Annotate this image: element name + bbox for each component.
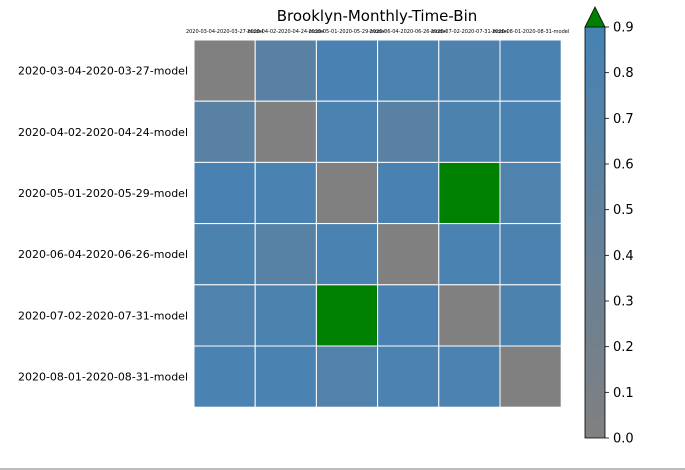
heatmap-cell — [377, 100, 440, 163]
chart-title: Brooklyn-Monthly-Time-Bin — [277, 7, 478, 25]
heatmap-cell — [499, 100, 562, 163]
colorbar: 0.0 0.1 0.2 0.3 0.4 0.5 0.6 0.7 0.8 0.9 — [584, 6, 634, 447]
heatmap-cell — [499, 345, 562, 408]
column-label: 2020-06-04-2020-06-26-model — [370, 29, 447, 35]
row-label: 2020-08-01-2020-08-31-model — [18, 371, 188, 384]
colorbar-tick-label: 0.1 — [613, 386, 634, 401]
colorbar-tick-label: 0.4 — [613, 249, 634, 264]
heatmap-cell — [254, 345, 317, 408]
heatmap-cell — [254, 161, 317, 225]
heatmap-cell — [499, 39, 562, 102]
column-label: 2020-07-02-2020-07-31-model — [431, 29, 508, 35]
heatmap-cell — [377, 345, 440, 408]
row-labels: 2020-03-04-2020-03-27-model 2020-04-02-20… — [18, 65, 188, 384]
column-label: 2020-05-01-2020-05-29-model — [308, 29, 385, 35]
heatmap-cell — [254, 284, 317, 347]
bottom-divider — [0, 468, 685, 470]
colorbar-tick-label: 0.7 — [613, 112, 634, 127]
column-labels: 2020-03-04-2020-03-27-model2020-04-02-20… — [186, 29, 569, 35]
heatmap-cell — [499, 223, 562, 286]
colorbar-extend-arrow — [584, 6, 606, 28]
heatmap-cell — [193, 161, 256, 225]
heatmap-cell — [315, 100, 379, 163]
colorbar-tick-label: 0.9 — [613, 21, 634, 36]
colorbar-tick-label: 0.0 — [613, 432, 634, 447]
heatmap-cell — [254, 223, 317, 286]
colorbar-tick-label: 0.8 — [613, 66, 634, 81]
heatmap-cell — [377, 223, 440, 286]
heatmap-cells — [193, 39, 562, 408]
heatmap-cell — [193, 345, 256, 408]
heatmap-cell — [438, 345, 501, 408]
heatmap-cell — [315, 161, 379, 225]
heatmap-cell — [377, 284, 440, 347]
heatmap-cell — [438, 100, 501, 163]
heatmap-cell — [438, 39, 501, 102]
colorbar-tick-label: 0.3 — [613, 295, 634, 310]
column-label: 2020-03-04-2020-03-27-model — [186, 29, 263, 35]
heatmap-cell — [193, 100, 256, 163]
heatmap-cell — [499, 284, 562, 347]
heatmap-cell — [377, 39, 440, 102]
heatmap-cell — [254, 100, 317, 163]
heatmap-cell — [438, 284, 501, 347]
heatmap-cell — [438, 161, 501, 225]
row-label: 2020-07-02-2020-07-31-model — [18, 309, 188, 322]
heatmap-cell — [193, 39, 256, 102]
heatmap-cell — [193, 223, 256, 286]
heatmap-cell — [499, 161, 562, 225]
colorbar-tick-label: 0.2 — [613, 340, 634, 355]
heatmap-cell — [315, 39, 379, 102]
heatmap-cell — [315, 345, 379, 408]
heatmap-cell — [438, 223, 501, 286]
heatmap-cell — [315, 284, 379, 347]
colorbar-gradient — [585, 27, 605, 438]
row-label: 2020-04-02-2020-04-24-model — [18, 126, 188, 139]
heatmap-cell — [315, 223, 379, 286]
heatmap-cell — [377, 161, 440, 225]
row-label: 2020-06-04-2020-06-26-model — [18, 248, 188, 261]
column-label: 2020-04-02-2020-04-24-model — [247, 29, 324, 35]
row-label: 2020-05-01-2020-05-29-model — [18, 187, 188, 200]
heatmap-cell — [254, 39, 317, 102]
colorbar-outline — [584, 27, 606, 439]
row-label: 2020-03-04-2020-03-27-model — [18, 65, 188, 78]
colorbar-tick-label: 0.5 — [613, 203, 634, 218]
colorbar-tick-label: 0.6 — [613, 158, 634, 173]
heatmap-cell — [193, 284, 256, 347]
column-label: 2020-08-01-2020-08-31-model — [492, 29, 569, 35]
